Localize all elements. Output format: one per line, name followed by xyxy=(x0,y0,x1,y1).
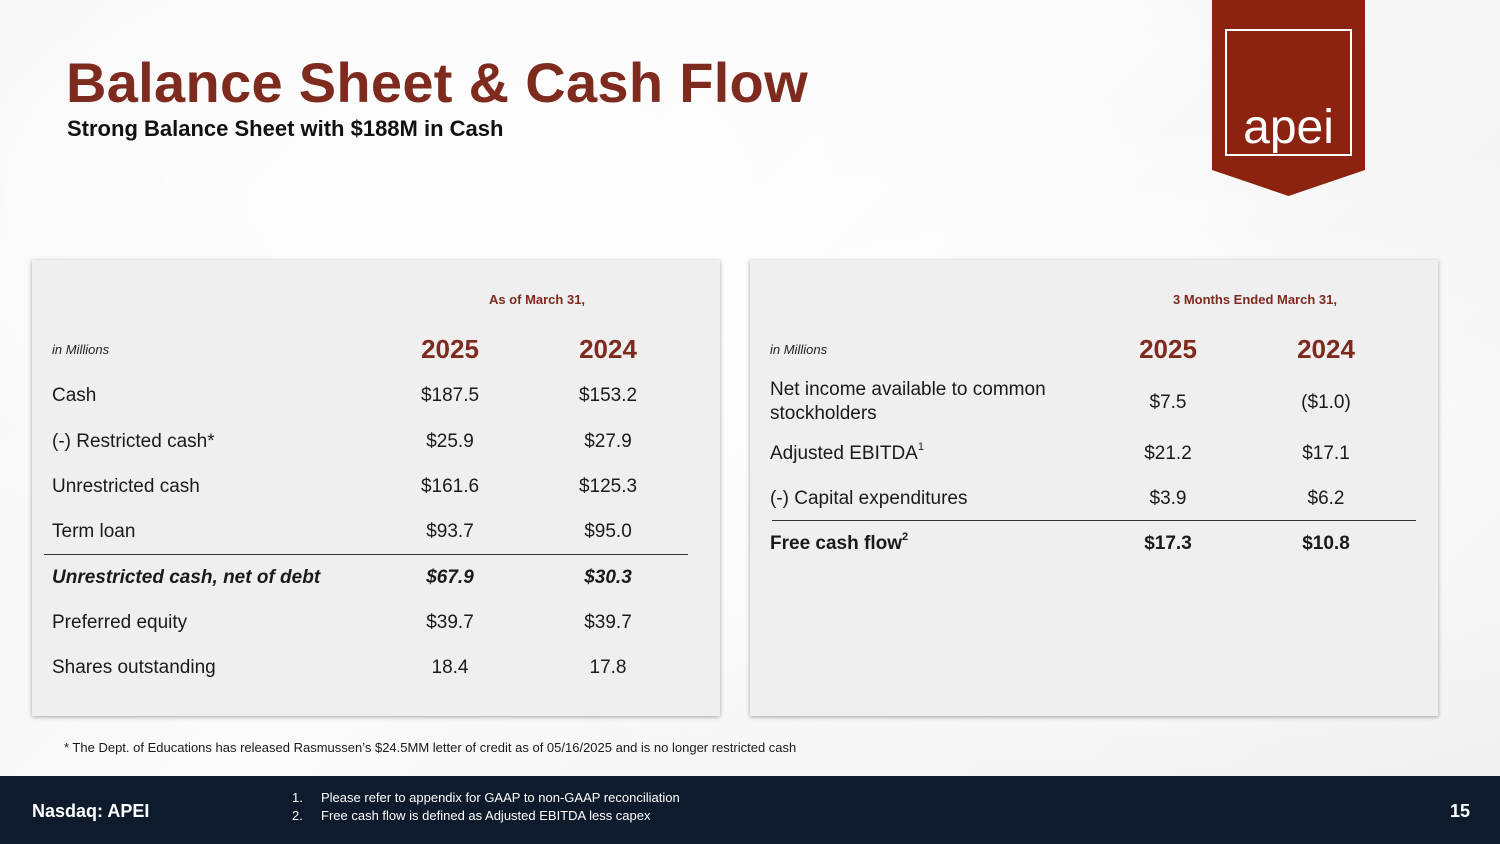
footer-bar: Nasdaq: APEI 1. Please refer to appendix … xyxy=(0,776,1500,844)
year-header-2025: 2025 xyxy=(421,334,479,364)
row-label-text: Adjusted EBITDA xyxy=(770,443,918,464)
note-text: Free cash flow is defined as Adjusted EB… xyxy=(321,808,651,823)
value-2024: $6.2 xyxy=(1307,488,1345,509)
page-number: 15 xyxy=(1449,801,1470,821)
cash-flow-panel: 3 Months Ended March 31, in Millions 202… xyxy=(750,260,1438,716)
row-label: Unrestricted cash xyxy=(52,476,200,497)
footnote-ref: 1 xyxy=(917,440,924,453)
table-row: (-) Capital expenditures $3.9 $6.2 xyxy=(750,487,1438,527)
restricted-cash-footnote: * The Dept. of Educations has released R… xyxy=(64,740,797,755)
page-title: Balance Sheet & Cash Flow xyxy=(66,51,808,114)
row-label: Net income available to common stockhold… xyxy=(770,379,1046,424)
year-header-2024: 2024 xyxy=(1297,334,1355,364)
value-2024: $17.1 xyxy=(1302,443,1350,464)
table-divider xyxy=(44,554,688,555)
value-2024: $10.8 xyxy=(1302,533,1350,554)
table-row: Preferred equity $39.7 $39.7 xyxy=(32,611,720,651)
value-2024: $153.2 xyxy=(578,385,638,406)
value-2025: $187.5 xyxy=(420,385,480,406)
row-label-text: Free cash flow xyxy=(770,533,902,554)
value-2024: $30.3 xyxy=(584,567,632,588)
value-2025: $93.7 xyxy=(426,521,474,542)
row-label: Term loan xyxy=(52,521,136,542)
value-2025: $67.9 xyxy=(426,567,474,588)
row-label: Shares outstanding xyxy=(52,657,216,678)
value-2025: $7.5 xyxy=(1149,392,1187,413)
table-divider xyxy=(772,520,1416,521)
table-row-total: Unrestricted cash, net of debt $67.9 $30… xyxy=(32,566,720,606)
apei-logo: apei xyxy=(1212,0,1365,196)
footer-note: 2. Free cash flow is defined as Adjusted … xyxy=(292,807,680,825)
row-label: Cash xyxy=(52,385,97,406)
value-2025: $3.9 xyxy=(1149,488,1187,509)
footnote-ref: 2 xyxy=(902,530,909,543)
value-2025: $21.2 xyxy=(1144,443,1192,464)
balance-sheet-units: in Millions xyxy=(52,342,110,357)
cash-flow-period: 3 Months Ended March 31, xyxy=(1173,292,1337,307)
row-label: Preferred equity xyxy=(52,612,188,633)
table-row-total: Free cash flow2 $17.3 $10.8 xyxy=(750,530,1438,572)
value-2025: $25.9 xyxy=(426,431,474,452)
page-subtitle: Strong Balance Sheet with $188M in Cash xyxy=(67,116,504,141)
row-label: Unrestricted cash, net of debt xyxy=(52,567,321,588)
table-row: Adjusted EBITDA1 $21.2 $17.1 xyxy=(750,440,1438,482)
table-row: Unrestricted cash $161.6 $125.3 xyxy=(32,475,720,515)
ticker-label: Nasdaq: APEI xyxy=(32,801,150,821)
balance-sheet-period: As of March 31, xyxy=(488,292,586,307)
value-2025: 18.4 xyxy=(431,657,469,678)
year-header-2025: 2025 xyxy=(1139,334,1197,364)
row-label: Free cash flow2 xyxy=(770,530,1090,556)
note-text: Please refer to appendix for GAAP to non… xyxy=(321,790,680,805)
table-row: Term loan $93.7 $95.0 xyxy=(32,520,720,560)
note-number: 1. xyxy=(292,790,303,805)
balance-sheet-panel: As of March 31, in Millions 2025 2024 Ca… xyxy=(32,260,720,716)
value-2024: 17.8 xyxy=(589,657,627,678)
table-row: Net income available to common stockhold… xyxy=(750,378,1438,430)
row-label: (-) Restricted cash* xyxy=(52,431,215,452)
value-2025: $39.7 xyxy=(426,612,474,633)
table-row: (-) Restricted cash* $25.9 $27.9 xyxy=(32,430,720,470)
value-2024: $125.3 xyxy=(578,476,638,497)
value-2024: $39.7 xyxy=(584,612,632,633)
cash-flow-units: in Millions xyxy=(770,342,828,357)
value-2024: ($1.0) xyxy=(1301,392,1351,413)
row-label: Adjusted EBITDA1 xyxy=(770,440,1090,466)
note-number: 2. xyxy=(292,808,303,823)
logo-text: apei xyxy=(1243,101,1334,154)
footer-notes: 1. Please refer to appendix for GAAP to n… xyxy=(292,789,680,825)
row-label: (-) Capital expenditures xyxy=(770,488,968,509)
value-2025: $17.3 xyxy=(1144,533,1192,554)
year-header-2024: 2024 xyxy=(579,334,637,364)
footer-note: 1. Please refer to appendix for GAAP to n… xyxy=(292,789,680,807)
table-row: Cash $187.5 $153.2 xyxy=(32,384,720,424)
table-row: Shares outstanding 18.4 17.8 xyxy=(32,656,720,696)
value-2025: $161.6 xyxy=(420,476,480,497)
value-2024: $27.9 xyxy=(584,431,632,452)
value-2024: $95.0 xyxy=(584,521,632,542)
